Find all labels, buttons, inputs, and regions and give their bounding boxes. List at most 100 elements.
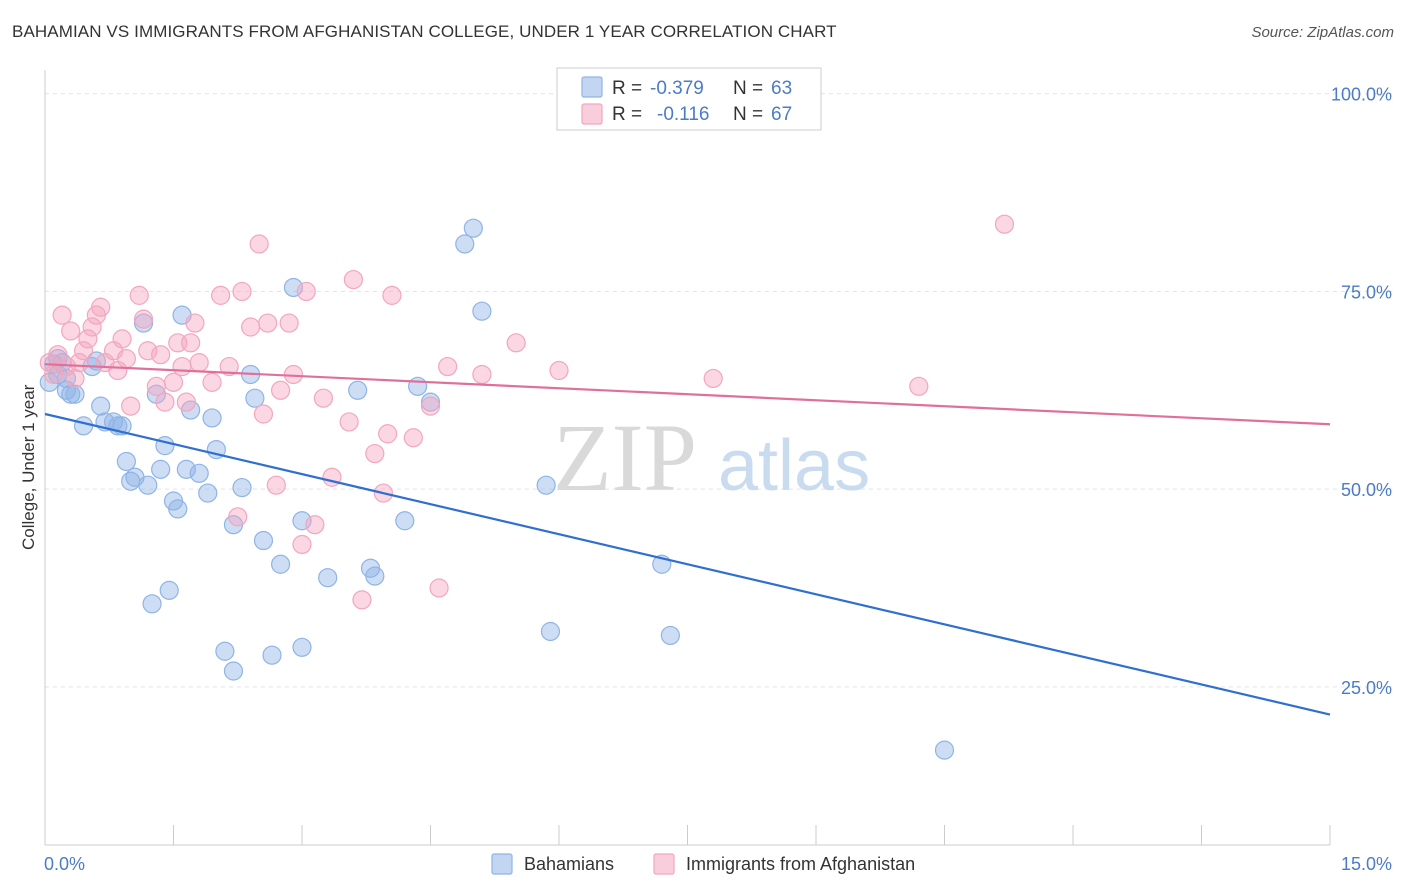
point-bahamians xyxy=(151,459,171,479)
point-afghanistan xyxy=(266,475,286,495)
point-bahamians xyxy=(292,511,312,531)
legend-swatch-afghanistan xyxy=(581,103,603,125)
point-afghanistan xyxy=(382,285,402,305)
point-bahamians xyxy=(455,234,475,254)
point-afghanistan xyxy=(73,341,94,361)
point-bahamians xyxy=(408,376,428,396)
point-afghanistan xyxy=(909,376,929,396)
point-bahamians xyxy=(292,637,312,657)
point-afghanistan xyxy=(138,341,158,361)
point-afghanistan xyxy=(91,297,111,317)
point-afghanistan xyxy=(112,329,132,349)
legend-n-label: N = xyxy=(733,104,763,125)
point-bahamians xyxy=(142,594,162,614)
point-afghanistan xyxy=(211,285,231,305)
point-afghanistan xyxy=(228,507,248,527)
grid-lines xyxy=(45,93,1392,688)
point-afghanistan xyxy=(506,333,526,353)
point-bahamians xyxy=(168,499,188,519)
point-bahamians xyxy=(198,483,218,503)
point-afghanistan xyxy=(121,396,141,416)
point-afghanistan xyxy=(241,317,261,337)
point-bahamians xyxy=(215,641,235,661)
y-tick-label: 50.0% xyxy=(1341,480,1392,500)
point-bahamians xyxy=(189,463,209,483)
legend-n-value: 67 xyxy=(771,104,792,125)
stats-legend: R = -0.379 N = 63 R = -0.116 N = 67 xyxy=(556,67,822,131)
point-bahamians xyxy=(283,277,304,298)
point-bahamians xyxy=(463,218,483,238)
watermark: ZIP atlas xyxy=(553,404,870,511)
point-bahamians xyxy=(270,554,291,574)
chart-title: BAHAMIAN VS IMMIGRANTS FROM AFGHANISTAN … xyxy=(12,22,837,41)
point-bahamians xyxy=(245,388,265,408)
y-tick-label: 75.0% xyxy=(1341,282,1392,302)
series-legend-swatch-bahamians xyxy=(491,853,513,875)
point-bahamians xyxy=(395,511,415,531)
point-bahamians xyxy=(232,477,252,498)
point-afghanistan xyxy=(219,356,239,377)
point-afghanistan xyxy=(78,329,98,349)
point-bahamians xyxy=(365,566,385,586)
point-afghanistan xyxy=(339,412,359,432)
point-afghanistan xyxy=(172,356,192,377)
point-afghanistan xyxy=(146,376,166,396)
series-legend: Bahamians Immigrants from Afghanistan xyxy=(491,853,915,875)
point-bahamians xyxy=(348,380,368,400)
point-afghanistan xyxy=(343,269,363,290)
point-afghanistan xyxy=(253,404,274,424)
trend-lines xyxy=(44,363,1331,716)
point-bahamians xyxy=(138,475,158,495)
point-afghanistan xyxy=(549,360,569,381)
point-afghanistan xyxy=(313,388,334,408)
legend-r-value: -0.116 xyxy=(657,104,709,125)
legend-n-label: N = xyxy=(733,78,763,99)
point-afghanistan xyxy=(181,333,201,353)
legend-r-label: R = xyxy=(612,104,642,125)
point-bahamians xyxy=(91,396,111,416)
point-afghanistan xyxy=(279,313,299,333)
point-bahamians xyxy=(262,645,282,665)
point-afghanistan xyxy=(163,372,184,392)
trend-line-bahamians xyxy=(44,412,1331,716)
point-afghanistan xyxy=(249,234,269,254)
point-bahamians xyxy=(116,451,136,472)
point-afghanistan xyxy=(258,313,278,333)
point-afghanistan xyxy=(116,349,136,369)
x-tick-labels: 0.0% 15.0% xyxy=(44,854,1392,874)
point-afghanistan xyxy=(61,321,81,341)
point-afghanistan xyxy=(52,305,72,325)
point-afghanistan xyxy=(994,214,1015,234)
point-bahamians xyxy=(61,384,81,404)
point-bahamians xyxy=(155,436,175,456)
source-credit: Source: ZipAtlas.com xyxy=(1251,24,1394,41)
watermark-zip: ZIP xyxy=(553,404,697,511)
point-afghanistan xyxy=(65,368,85,389)
point-afghanistan xyxy=(185,313,205,333)
point-afghanistan xyxy=(703,368,723,389)
point-afghanistan xyxy=(305,515,325,535)
point-afghanistan xyxy=(155,392,175,412)
point-bahamians xyxy=(65,384,85,404)
point-bahamians xyxy=(660,625,680,646)
point-afghanistan xyxy=(429,578,449,598)
point-afghanistan xyxy=(202,372,222,392)
point-afghanistan xyxy=(296,281,316,302)
point-afghanistan xyxy=(189,353,209,373)
point-afghanistan xyxy=(438,356,458,377)
point-bahamians xyxy=(159,580,179,600)
point-bahamians xyxy=(202,408,222,428)
point-bahamians xyxy=(223,661,244,681)
point-afghanistan xyxy=(270,380,291,400)
x-tick-label: 15.0% xyxy=(1341,854,1392,874)
point-bahamians xyxy=(176,459,196,479)
legend-swatch-bahamians xyxy=(581,76,603,98)
point-afghanistan xyxy=(151,345,171,365)
point-afghanistan xyxy=(176,392,196,412)
point-afghanistan xyxy=(129,285,149,305)
trend-line-afghanistan xyxy=(44,363,1331,426)
point-bahamians xyxy=(253,530,274,551)
point-afghanistan xyxy=(232,281,252,302)
point-bahamians xyxy=(536,475,556,495)
